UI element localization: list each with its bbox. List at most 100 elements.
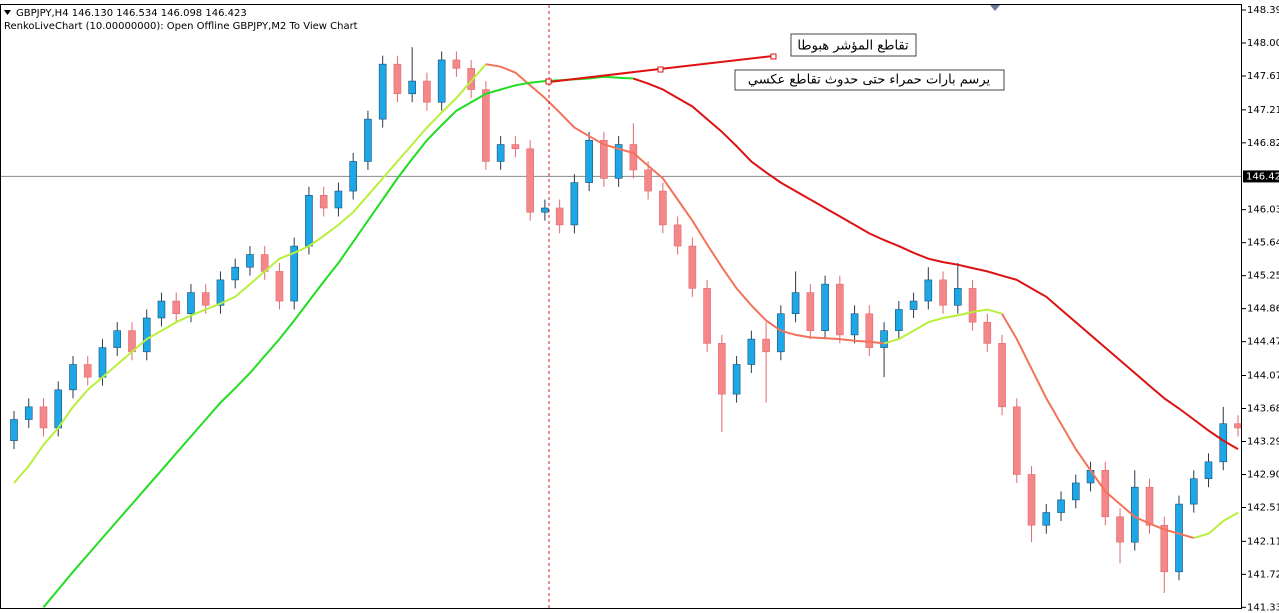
candle-body — [836, 283, 844, 336]
candle-body — [673, 224, 682, 247]
candle-body — [24, 406, 33, 420]
candle-body — [629, 144, 638, 171]
candle-body — [305, 194, 313, 247]
candle-body — [968, 288, 977, 323]
y-tick-label: 146.820 — [1247, 138, 1279, 149]
current-price-box — [1243, 170, 1279, 183]
candle-body — [570, 182, 579, 226]
candle-body — [1234, 423, 1242, 429]
candle-body — [732, 364, 741, 395]
candle-body — [1204, 461, 1213, 480]
candle-body — [688, 245, 697, 289]
annotation: تقاطع المؤشر هبوطا — [797, 39, 909, 54]
y-tick-label: 141.330 — [1247, 602, 1279, 613]
candle-body — [659, 190, 667, 226]
candle-body — [644, 169, 652, 192]
candle-body — [364, 118, 372, 162]
candle-body — [865, 313, 874, 348]
y-tick-label: 145.250 — [1247, 271, 1279, 282]
candle-body — [69, 364, 77, 391]
candle-body — [939, 279, 947, 306]
candle-body — [1042, 512, 1051, 526]
y-tick-label: 146.030 — [1247, 205, 1279, 216]
y-tick-label: 147.210 — [1247, 105, 1279, 116]
y-tick-label: 142.110 — [1247, 536, 1279, 547]
candle-body — [157, 300, 166, 319]
chart-subtitle: RenkoLiveChart (10.00000000): Open Offli… — [4, 21, 358, 32]
candle-body — [600, 139, 608, 179]
candle-body — [555, 207, 564, 226]
candle-body — [718, 343, 726, 395]
moving-average — [485, 63, 1195, 539]
candle-body — [747, 338, 756, 365]
candle-body — [290, 245, 298, 302]
y-tick-label: 141.720 — [1247, 569, 1279, 580]
candle-body — [703, 288, 711, 344]
chart-title: GBPJPY,H4 146.130 146.534 146.098 146.42… — [16, 8, 247, 19]
y-tick-label: 143.290 — [1247, 436, 1279, 447]
candle-body — [1189, 478, 1198, 505]
candle-body — [1057, 499, 1065, 513]
candle-body — [585, 139, 593, 183]
candle-body — [39, 406, 48, 429]
candle-body — [998, 343, 1006, 408]
candle-body — [201, 292, 210, 306]
y-tick-label: 145.640 — [1247, 238, 1279, 249]
y-tick-label: 147.610 — [1247, 71, 1279, 82]
candle-body — [10, 419, 18, 441]
candle-body — [924, 279, 933, 302]
candle-body — [777, 313, 785, 353]
candle-body — [511, 144, 520, 150]
plot-frame — [0, 4, 1242, 609]
y-tick-label: 144.470 — [1247, 337, 1279, 348]
marker-arrow — [990, 5, 1000, 11]
candle-body — [791, 292, 800, 315]
candle-body — [231, 266, 240, 281]
candle-body — [1175, 503, 1183, 573]
candle-body — [113, 330, 122, 348]
candle-body — [1027, 474, 1036, 526]
candle-body — [1145, 486, 1154, 526]
y-tick-label: 142.510 — [1247, 502, 1279, 513]
candle-body — [334, 190, 343, 209]
candle-body — [526, 148, 534, 213]
moving-average — [633, 77, 1239, 450]
plot-area — [1, 47, 1242, 608]
trend-handle — [657, 66, 664, 73]
candle-body — [983, 321, 992, 344]
candle-body — [1116, 516, 1124, 543]
annotation-box — [790, 33, 917, 57]
moving-average — [42, 75, 634, 608]
candle-body — [821, 283, 829, 331]
candle-body — [541, 207, 549, 213]
candle-body — [83, 364, 92, 378]
candle-body — [895, 309, 903, 331]
menu-arrow — [4, 10, 11, 15]
candle-body — [393, 63, 402, 95]
candle-body — [880, 330, 888, 348]
trend-handle — [545, 78, 552, 85]
candle-body — [216, 279, 225, 306]
candle-body — [467, 68, 475, 90]
candle-body — [319, 194, 328, 209]
candle-body — [806, 292, 815, 331]
candle-body — [1160, 524, 1169, 573]
candle-body — [614, 144, 623, 179]
candle-body — [172, 300, 181, 315]
candle-body — [408, 80, 416, 95]
annotation-box — [734, 69, 1005, 91]
candle-body — [378, 63, 387, 120]
candle-body — [909, 300, 918, 310]
candle-body — [482, 89, 490, 162]
candle-body — [187, 292, 195, 315]
y-tick-label: 144.070 — [1247, 371, 1279, 382]
y-tick-label: 144.860 — [1247, 304, 1279, 315]
candle-body — [437, 59, 446, 103]
candle-body — [1071, 482, 1080, 501]
candle-body — [1012, 406, 1021, 475]
y-tick-label: 148.390 — [1247, 5, 1279, 16]
moving-average — [13, 63, 1239, 539]
candle-body — [142, 317, 151, 353]
candle-body — [496, 144, 505, 162]
